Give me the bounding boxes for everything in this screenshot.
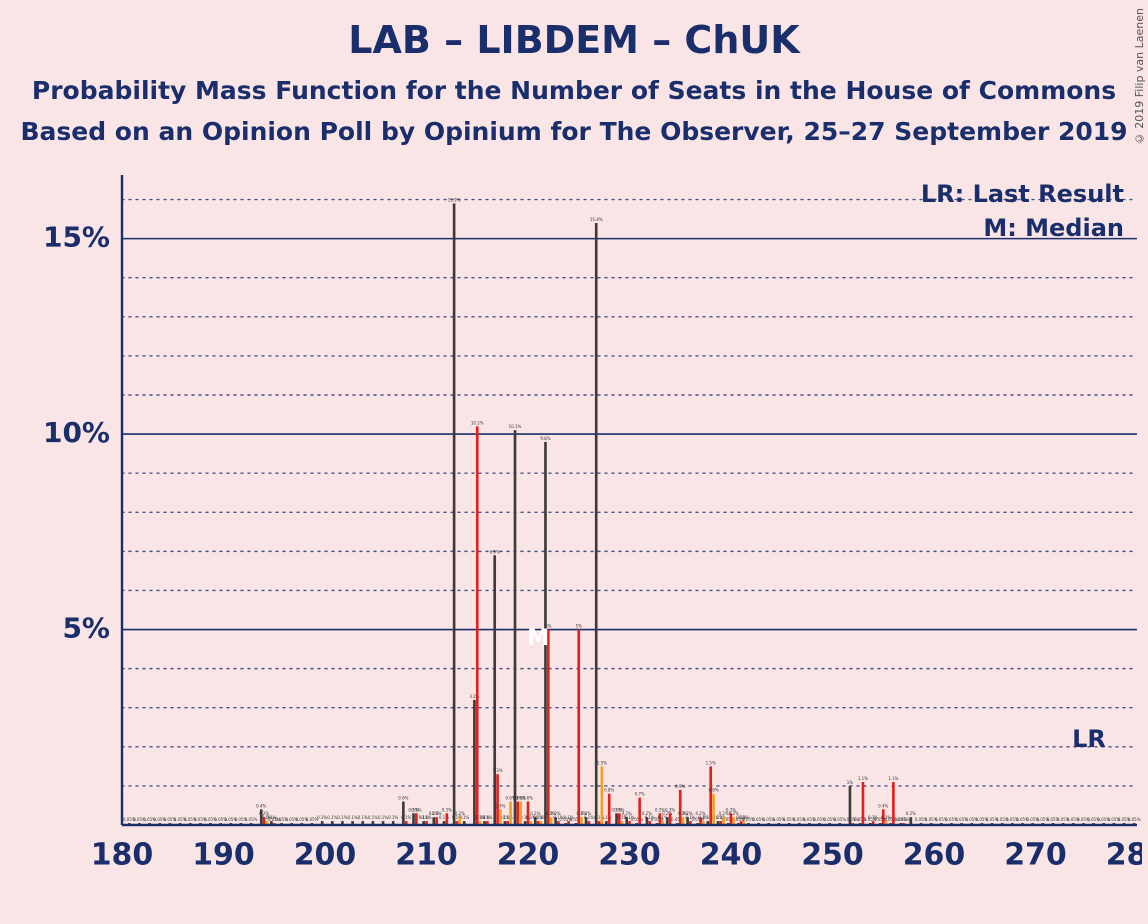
svg-text:0.2%: 0.2% xyxy=(455,811,465,816)
svg-text:0.05%: 0.05% xyxy=(1128,817,1141,822)
chart-title: LAB – LIBDEM – ChUK xyxy=(0,18,1148,62)
svg-text:0.2%: 0.2% xyxy=(906,811,916,816)
svg-text:M: M xyxy=(527,626,549,651)
svg-text:0.3%: 0.3% xyxy=(442,807,452,812)
svg-text:0.8%: 0.8% xyxy=(708,788,718,793)
svg-text:240: 240 xyxy=(700,838,763,873)
svg-text:0.3%: 0.3% xyxy=(411,807,421,812)
svg-text:10.1%: 10.1% xyxy=(509,424,522,429)
svg-text:270: 270 xyxy=(1004,838,1067,873)
svg-text:0.1%: 0.1% xyxy=(526,815,536,820)
svg-text:0.2%: 0.2% xyxy=(546,811,556,816)
svg-text:0.2%: 0.2% xyxy=(432,811,442,816)
svg-text:1.5%: 1.5% xyxy=(597,760,607,765)
chart-subtitle-2: Based on an Opinion Poll by Opinium for … xyxy=(0,117,1148,146)
svg-text:0.1%: 0.1% xyxy=(337,815,347,820)
title-block: LAB – LIBDEM – ChUK Probability Mass Fun… xyxy=(0,0,1148,146)
svg-text:0.1%: 0.1% xyxy=(317,815,327,820)
svg-text:0.7%: 0.7% xyxy=(635,792,645,797)
svg-text:0.4%: 0.4% xyxy=(495,803,505,808)
svg-text:200: 200 xyxy=(294,838,357,873)
svg-text:260: 260 xyxy=(903,838,966,873)
svg-text:0.9%: 0.9% xyxy=(675,784,685,789)
svg-text:0.3%: 0.3% xyxy=(665,807,675,812)
svg-text:0.4%: 0.4% xyxy=(256,803,266,808)
svg-text:15%: 15% xyxy=(43,221,110,254)
svg-text:0.1%: 0.1% xyxy=(881,815,891,820)
svg-text:210: 210 xyxy=(395,838,458,873)
svg-text:15.4%: 15.4% xyxy=(590,217,603,222)
svg-text:0.2%: 0.2% xyxy=(678,811,688,816)
svg-text:0.1%: 0.1% xyxy=(401,815,411,820)
svg-text:0.8%: 0.8% xyxy=(604,788,614,793)
svg-text:0.1%: 0.1% xyxy=(617,815,627,820)
svg-text:10%: 10% xyxy=(43,416,110,449)
svg-text:0.2%: 0.2% xyxy=(719,811,729,816)
svg-text:0.1%: 0.1% xyxy=(564,815,574,820)
chart-svg: 5%10%15%0.05%0.05%0.05%0.05%0.05%0.05%0.… xyxy=(42,175,1142,895)
svg-text:0.05%: 0.05% xyxy=(846,817,859,822)
svg-text:0.3%: 0.3% xyxy=(655,807,665,812)
svg-text:190: 190 xyxy=(192,838,255,873)
svg-text:0.1%: 0.1% xyxy=(378,815,388,820)
svg-text:0.6%: 0.6% xyxy=(505,796,515,801)
svg-text:0.1%: 0.1% xyxy=(739,815,749,820)
svg-text:0.3%: 0.3% xyxy=(614,807,624,812)
svg-text:0.1%: 0.1% xyxy=(368,815,378,820)
svg-text:0.2%: 0.2% xyxy=(577,811,587,816)
svg-text:0.1%: 0.1% xyxy=(658,815,668,820)
svg-text:220: 220 xyxy=(497,838,560,873)
svg-text:1%: 1% xyxy=(847,780,854,785)
chart: 5%10%15%0.05%0.05%0.05%0.05%0.05%0.05%0.… xyxy=(42,175,1142,895)
svg-text:230: 230 xyxy=(598,838,661,873)
svg-text:0.1%: 0.1% xyxy=(327,815,337,820)
svg-text:6.9%: 6.9% xyxy=(490,549,500,554)
svg-text:0.4%: 0.4% xyxy=(878,803,888,808)
svg-text:0.05%: 0.05% xyxy=(833,817,846,822)
svg-text:280: 280 xyxy=(1106,838,1142,873)
svg-text:15.9%: 15.9% xyxy=(448,197,461,202)
svg-text:0.1%: 0.1% xyxy=(475,815,485,820)
svg-text:0.05%: 0.05% xyxy=(245,817,258,822)
lr-marker: LR xyxy=(1072,725,1106,753)
svg-text:0.1%: 0.1% xyxy=(388,815,398,820)
svg-text:250: 250 xyxy=(801,838,864,873)
svg-text:0.6%: 0.6% xyxy=(398,796,408,801)
svg-text:9.8%: 9.8% xyxy=(540,436,550,441)
svg-text:0.1%: 0.1% xyxy=(536,815,546,820)
svg-text:0.1%: 0.1% xyxy=(348,815,358,820)
svg-text:0.1%: 0.1% xyxy=(358,815,368,820)
copyright: © 2019 Filip van Laenen xyxy=(1133,8,1146,145)
svg-text:1.5%: 1.5% xyxy=(706,760,716,765)
svg-text:10.2%: 10.2% xyxy=(471,420,484,425)
svg-text:180: 180 xyxy=(91,838,154,873)
svg-text:0.6%: 0.6% xyxy=(516,796,526,801)
svg-text:0.1%: 0.1% xyxy=(645,815,655,820)
svg-text:0.1%: 0.1% xyxy=(868,815,878,820)
chart-subtitle: Probability Mass Function for the Number… xyxy=(0,76,1148,105)
svg-text:0.1%: 0.1% xyxy=(421,815,431,820)
svg-text:0.1%: 0.1% xyxy=(698,815,708,820)
svg-text:0.05%: 0.05% xyxy=(897,817,910,822)
svg-text:1.3%: 1.3% xyxy=(492,768,502,773)
svg-text:5%: 5% xyxy=(62,612,110,645)
svg-text:0.1%: 0.1% xyxy=(262,815,272,820)
svg-text:1.1%: 1.1% xyxy=(888,776,898,781)
svg-text:1.1%: 1.1% xyxy=(858,776,868,781)
svg-text:5%: 5% xyxy=(576,624,583,629)
svg-text:0.2%: 0.2% xyxy=(729,811,739,816)
